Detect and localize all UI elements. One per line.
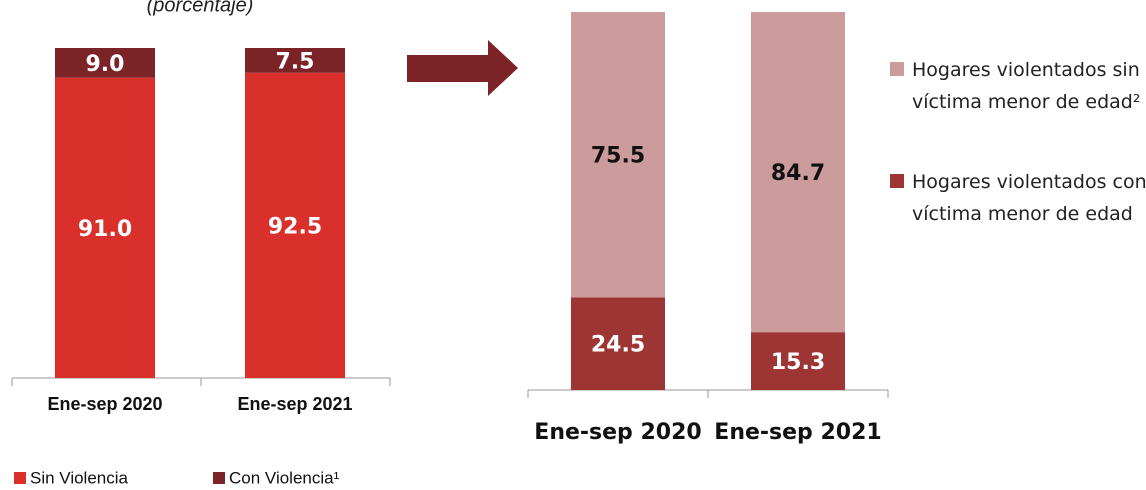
legend-swatch [890,174,904,188]
bar-segment [571,297,665,390]
bar-segment [245,72,345,378]
legend-swatch [14,472,26,484]
x-tick-label: Ene-sep 2020 [534,420,701,445]
legend-label: Hogares violentados sin víctima menor de… [912,59,1141,113]
data-label: 24.5 [591,333,645,358]
data-label: 92.5 [268,214,322,239]
arrow [407,40,518,96]
x-tick-label: Ene-sep 2020 [47,394,162,414]
legend-label: Hogares violentados con víctima menor de… [912,171,1146,225]
bar-segment [751,12,845,333]
data-label: 15.3 [771,350,825,375]
legend-swatch [890,62,904,76]
chart-subtitle: (porcentaje) [147,0,254,16]
data-label: 7.5 [276,49,315,74]
bar-segment [55,77,155,378]
x-tick-label: Ene-sep 2021 [714,420,881,445]
data-label: 9.0 [86,52,125,77]
bar-segment [245,48,345,73]
bar-segment [751,332,845,390]
legend-label: Con Violencia¹ [229,468,340,487]
x-tick-label: Ene-sep 2021 [237,394,352,414]
data-label: 75.5 [591,144,645,169]
data-label: 91.0 [78,217,132,242]
bar-segment [571,12,665,298]
bar-segment [55,48,155,78]
data-label: 84.7 [771,161,825,186]
legend-label: Sin Violencia [30,468,129,487]
legend-swatch [213,472,225,484]
